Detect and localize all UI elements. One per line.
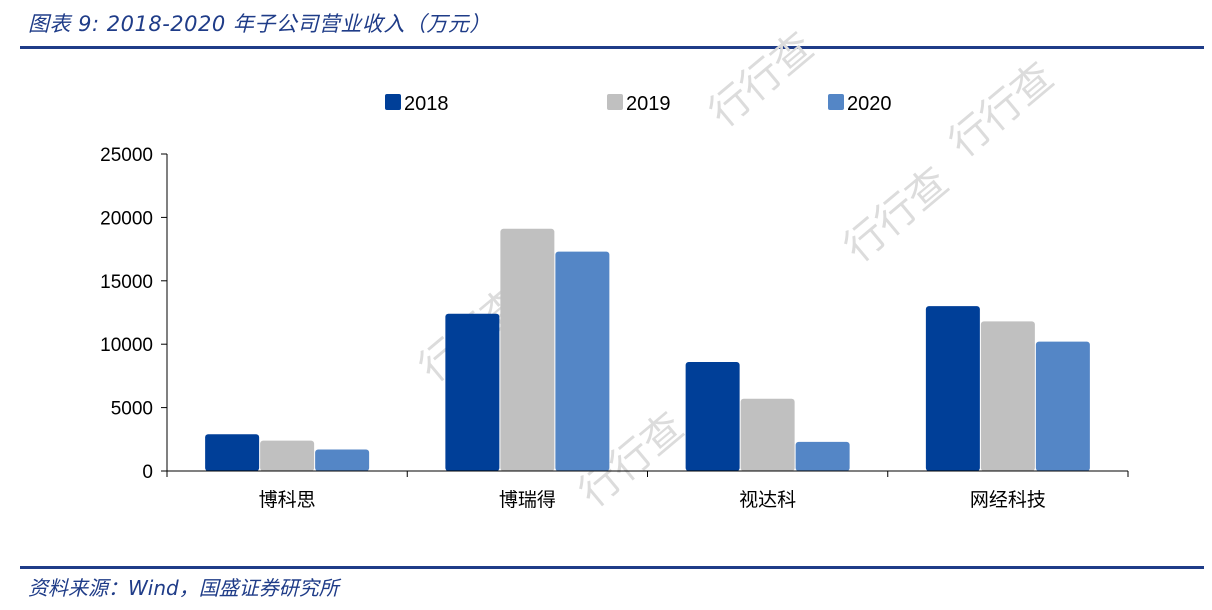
bar-网经科技-2018 (925, 306, 980, 471)
legend-swatch-2019 (607, 94, 623, 110)
legend-label-2020: 2020 (847, 93, 892, 115)
bar-博科思-2020 (315, 449, 370, 471)
chart-legend: 2018 2019 2020 (385, 93, 892, 115)
legend-swatch-2018 (385, 94, 401, 110)
legend-label-2019: 2019 (626, 93, 671, 115)
footer-rule (20, 566, 1204, 569)
bar-博瑞得-2018 (445, 313, 500, 471)
bar-博科思-2019 (260, 440, 315, 471)
y-tick-label: 15000 (100, 272, 153, 293)
bar-series-group (205, 228, 1090, 471)
watermark-text: 行行查 (701, 24, 822, 136)
bar-网经科技-2020 (1035, 341, 1090, 471)
y-tick-label: 5000 (111, 399, 153, 420)
source-note: 资料来源：Wind，国盛证券研究所 (28, 576, 339, 600)
header-rule (20, 46, 1204, 49)
x-category-label: 视达科 (739, 489, 796, 511)
bar-博瑞得-2019 (500, 228, 555, 471)
watermark-text: 行行查 (836, 159, 957, 271)
bar-博瑞得-2020 (555, 251, 610, 471)
watermark-text: 行行查 (941, 54, 1062, 166)
bar-网经科技-2019 (980, 321, 1035, 471)
figure-title: 图表 9: 2018-2020 年子公司营业收入（万元） (28, 12, 491, 36)
y-axis: 0 5000 10000 15000 20000 25000 (100, 145, 168, 483)
legend-swatch-2020 (828, 94, 844, 110)
x-axis: 博科思 博瑞得 视达科 网经科技 (166, 470, 1129, 511)
x-category-label: 网经科技 (970, 489, 1046, 511)
y-tick-label: 10000 (100, 335, 153, 356)
y-tick-label: 20000 (100, 208, 153, 229)
bar-视达科-2020 (795, 441, 850, 471)
bar-视达科-2018 (685, 361, 740, 471)
y-tick-label: 25000 (100, 145, 153, 166)
x-category-label: 博瑞得 (499, 489, 556, 511)
legend-label-2018: 2018 (404, 93, 449, 115)
bar-视达科-2019 (740, 398, 795, 471)
y-tick-label: 0 (142, 462, 153, 483)
x-category-label: 博科思 (259, 489, 316, 511)
bar-博科思-2018 (205, 434, 260, 471)
